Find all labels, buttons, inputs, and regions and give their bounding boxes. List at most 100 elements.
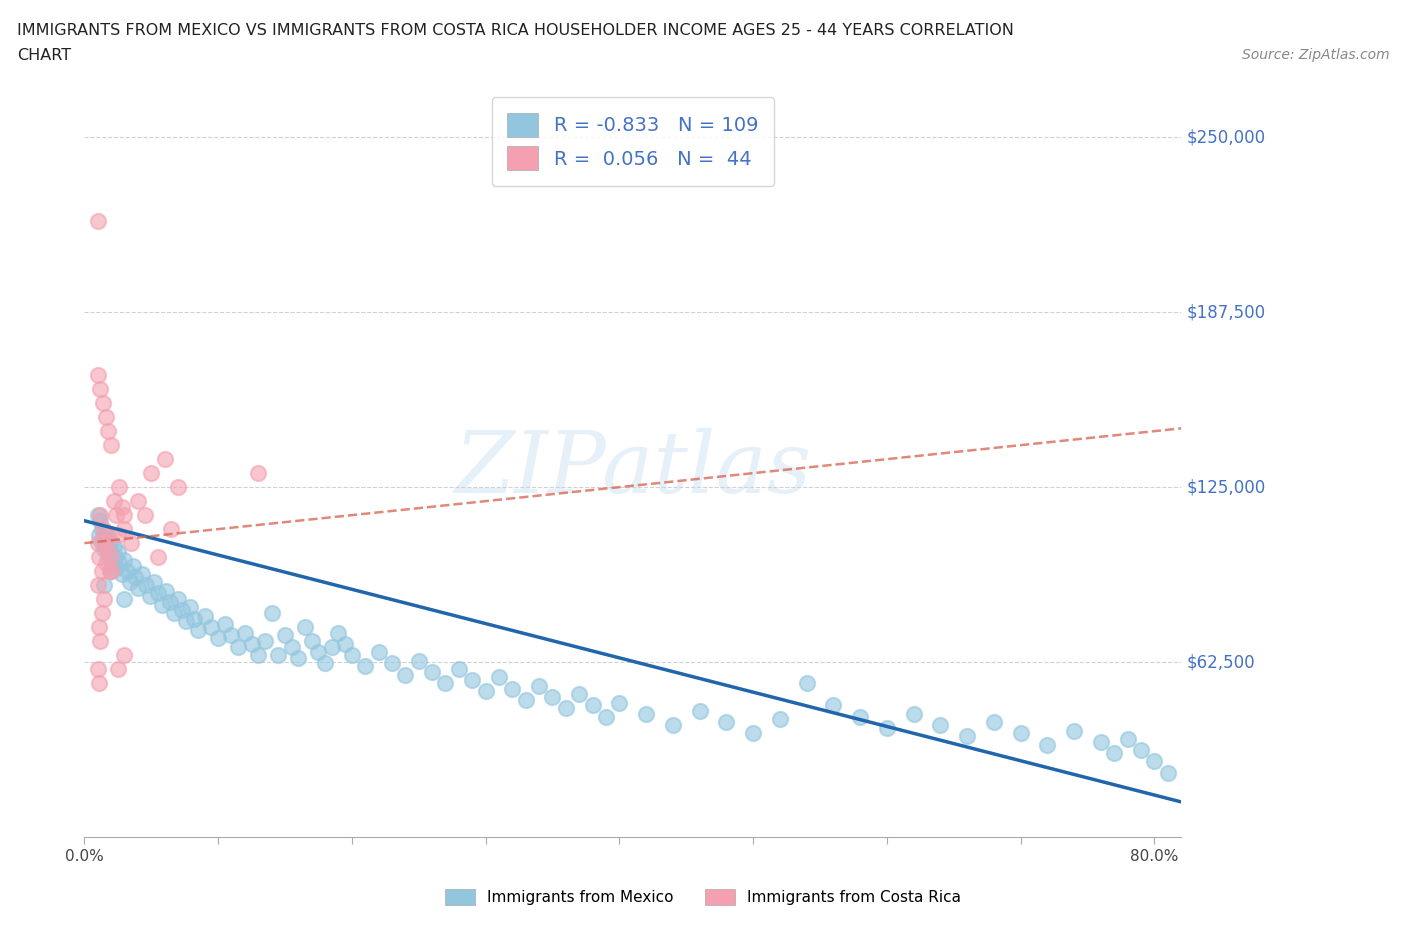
Point xyxy=(124,569,146,584)
Point xyxy=(98,533,121,548)
Legend: Immigrants from Mexico, Immigrants from Costa Rica: Immigrants from Mexico, Immigrants from … xyxy=(439,883,967,911)
Point xyxy=(141,466,163,481)
Point xyxy=(1102,746,1125,761)
Point xyxy=(96,538,118,553)
Point xyxy=(515,693,537,708)
Point xyxy=(100,438,122,453)
Point xyxy=(769,712,792,727)
Point xyxy=(87,214,110,229)
Point xyxy=(253,633,276,648)
Point xyxy=(91,522,114,537)
Point xyxy=(280,639,302,654)
Point xyxy=(96,541,118,556)
Point xyxy=(89,513,111,528)
Point xyxy=(89,381,111,396)
Point xyxy=(93,578,115,592)
Point xyxy=(87,367,110,382)
Point xyxy=(114,552,136,567)
Point xyxy=(142,575,165,590)
Point xyxy=(956,729,979,744)
Point xyxy=(581,698,603,713)
Point xyxy=(93,541,115,556)
Point xyxy=(354,658,377,673)
Point xyxy=(1063,724,1085,738)
Point xyxy=(135,578,157,592)
Point xyxy=(87,536,110,551)
Point xyxy=(527,678,550,693)
Text: IMMIGRANTS FROM MEXICO VS IMMIGRANTS FROM COSTA RICA HOUSEHOLDER INCOME AGES 25 : IMMIGRANTS FROM MEXICO VS IMMIGRANTS FRO… xyxy=(17,23,1014,38)
Point xyxy=(501,681,523,696)
Point xyxy=(90,522,112,537)
Text: Source: ZipAtlas.com: Source: ZipAtlas.com xyxy=(1241,48,1389,62)
Point xyxy=(134,508,156,523)
Point xyxy=(367,644,389,659)
Point xyxy=(742,726,765,741)
Point xyxy=(541,690,564,705)
Point xyxy=(89,508,111,523)
Point xyxy=(114,591,136,606)
Point xyxy=(115,564,138,578)
Point xyxy=(87,661,110,676)
Point xyxy=(226,639,249,654)
Point xyxy=(87,508,110,523)
Point xyxy=(1156,765,1178,780)
Point xyxy=(114,508,136,523)
Point xyxy=(314,656,336,671)
Point xyxy=(100,564,122,578)
Point xyxy=(434,675,457,690)
Point xyxy=(155,583,177,598)
Point xyxy=(876,721,898,736)
Point xyxy=(150,597,173,612)
Point xyxy=(90,564,112,578)
Legend: R = -0.833   N = 109, R =  0.056   N =  44: R = -0.833 N = 109, R = 0.056 N = 44 xyxy=(492,98,773,186)
Point xyxy=(207,631,229,645)
Point xyxy=(662,718,685,733)
Point xyxy=(120,536,142,551)
Point xyxy=(170,603,193,618)
Point xyxy=(114,522,136,537)
Point xyxy=(97,424,120,439)
Text: ZIPatlas: ZIPatlas xyxy=(454,429,811,511)
Point xyxy=(240,636,263,651)
Point xyxy=(179,600,201,615)
Point xyxy=(127,494,149,509)
Point xyxy=(167,591,190,606)
Point xyxy=(111,499,134,514)
Point xyxy=(823,698,845,713)
Point xyxy=(408,653,430,668)
Point xyxy=(87,619,110,634)
Point xyxy=(90,605,112,620)
Point xyxy=(247,647,270,662)
Point xyxy=(247,466,270,481)
Point xyxy=(87,578,110,592)
Text: $187,500: $187,500 xyxy=(1187,303,1265,321)
Text: CHART: CHART xyxy=(17,48,70,63)
Point xyxy=(87,527,110,542)
Point xyxy=(98,564,121,578)
Point xyxy=(100,550,122,565)
Point xyxy=(114,647,136,662)
Point xyxy=(104,550,127,565)
Point xyxy=(160,522,183,537)
Point xyxy=(394,667,416,682)
Point xyxy=(100,564,122,578)
Point xyxy=(636,707,658,722)
Point xyxy=(101,555,124,570)
Point xyxy=(1036,737,1059,752)
Point xyxy=(796,675,818,690)
Point xyxy=(87,675,110,690)
Point xyxy=(568,687,591,702)
Point xyxy=(139,589,162,604)
Text: $250,000: $250,000 xyxy=(1187,128,1265,146)
Text: $125,000: $125,000 xyxy=(1187,478,1265,496)
Point xyxy=(121,558,143,573)
Point xyxy=(461,672,484,687)
Point xyxy=(274,628,297,643)
Point xyxy=(103,494,125,509)
Point xyxy=(267,647,290,662)
Point xyxy=(689,704,711,719)
Point xyxy=(105,561,128,576)
Point xyxy=(607,696,630,711)
Point xyxy=(194,608,217,623)
Point xyxy=(595,710,617,724)
